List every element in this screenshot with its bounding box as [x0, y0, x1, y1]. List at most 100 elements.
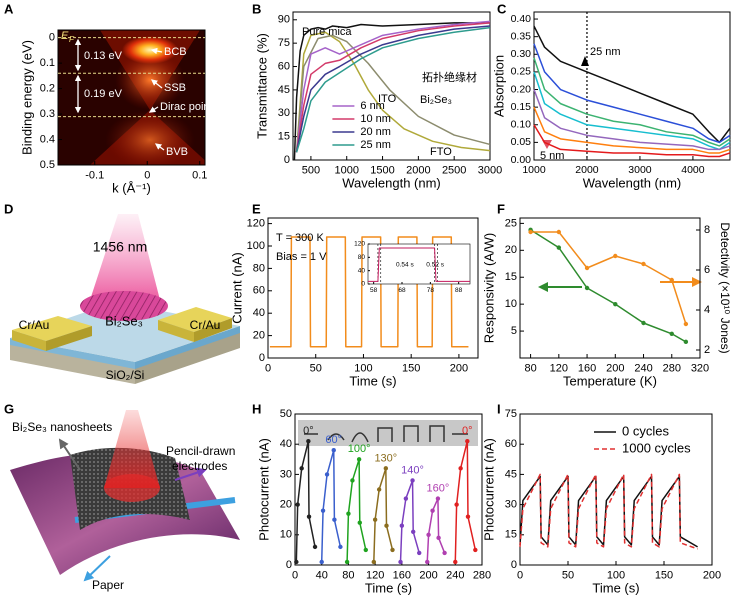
data-point — [319, 559, 324, 565]
data-point — [426, 532, 431, 537]
y-axis-label: Responsivity (A/W) — [481, 233, 496, 344]
y-tick-label: 20 — [253, 330, 265, 342]
x-tick-label: 3000 — [628, 164, 652, 176]
y-tick-label: 120 — [354, 241, 365, 248]
annotation: 5 nm — [540, 150, 564, 162]
plot-frame — [533, 11, 731, 161]
series-line — [269, 236, 469, 348]
panel-letter: D — [4, 201, 13, 216]
x-tick-label: 2500 — [442, 164, 466, 176]
y-tick-label: 5 — [511, 325, 517, 337]
annotation: Pure mica — [302, 26, 352, 38]
y-tick-label: 60 — [253, 285, 265, 297]
data-point — [372, 517, 378, 522]
y-tick-label: 90 — [278, 14, 290, 26]
y-tick-label: 40 — [280, 438, 292, 450]
y-axis-label: Absorption — [491, 55, 506, 117]
y2-tick-label: 6 — [704, 264, 710, 276]
annotation: 0.19 eV — [84, 88, 123, 100]
data-point — [324, 472, 330, 477]
y-tick-label: 80 — [253, 262, 265, 274]
y-axis-label: Photocurrent (nA) — [256, 438, 271, 541]
annotation: SSB — [164, 82, 186, 94]
y-tick-label: 15 — [505, 271, 517, 283]
data-point — [399, 523, 405, 528]
data-point — [294, 559, 299, 565]
x-tick-label: 0 — [517, 569, 523, 581]
data-point — [458, 466, 463, 471]
data-point — [383, 466, 389, 471]
y-tick-label: 15 — [505, 529, 517, 541]
x-tick-label: 120 — [366, 569, 384, 581]
y-tick-label: 75 — [505, 408, 517, 420]
series-line — [533, 43, 731, 144]
x-tick-label: 0 — [292, 569, 298, 581]
y-tick-label: 0.3 — [40, 108, 55, 120]
series-line — [533, 57, 731, 147]
x-tick-label: 50 — [562, 569, 574, 581]
data-point — [613, 253, 618, 259]
x-tick-label: 1000 — [334, 164, 358, 176]
data-point — [312, 544, 318, 550]
series-line — [373, 467, 394, 563]
y-tick-label: 0 — [286, 559, 292, 571]
y-tick-label: 0.20 — [511, 83, 532, 95]
x-tick-label: 68 — [398, 287, 406, 294]
series-line — [533, 89, 731, 151]
annotation: Bias = 1 V — [276, 251, 327, 263]
series-label: 140° — [401, 464, 424, 476]
x-axis-label: Time (s) — [365, 580, 412, 595]
y-tick-label: 10 — [505, 298, 517, 310]
y-tick-label: 80 — [358, 254, 366, 261]
series-line — [519, 475, 698, 548]
series-line — [399, 479, 420, 563]
data-point — [363, 547, 368, 553]
x-tick-label: 1000 — [522, 164, 546, 176]
data-point — [332, 517, 337, 522]
data-point — [306, 514, 312, 519]
fermi-label: E — [61, 30, 69, 42]
x-tick-label: 280 — [473, 569, 491, 581]
plot-frame — [292, 11, 491, 161]
y-tick-label: 20 — [280, 499, 292, 511]
plot-frame — [267, 217, 479, 359]
x-tick-label: 80 — [342, 569, 354, 581]
data-point — [346, 511, 351, 516]
y-tick-label: 0.35 — [511, 30, 532, 42]
x-tick-label: 3000 — [478, 164, 502, 176]
x-tick-label: 240 — [634, 362, 652, 374]
arpes-image — [58, 30, 205, 165]
y-tick-label: 75 — [278, 37, 290, 49]
y-tick-label: 0.05 — [511, 136, 532, 148]
x-tick-label: 2000 — [406, 164, 430, 176]
data-point — [356, 457, 362, 462]
data-point — [683, 339, 689, 345]
y-tick-label: 0 — [284, 154, 290, 166]
data-point — [384, 523, 389, 528]
x-tick-label: 88 — [455, 287, 463, 294]
y-tick-label: 30 — [505, 499, 517, 511]
panel-letter: I — [497, 401, 501, 416]
data-point — [683, 321, 689, 327]
y-tick-label: 45 — [505, 468, 517, 480]
y-tick-label: 0.25 — [511, 66, 532, 78]
schematic-label: Cr/Au — [190, 318, 221, 332]
x-tick-label: 200 — [703, 569, 721, 581]
x-axis-label: Wavelength (nm) — [342, 175, 441, 190]
data-point — [454, 502, 459, 507]
x-tick-label: 240 — [446, 569, 464, 581]
annotation: 拓扑绝缘材 — [422, 70, 477, 84]
y-tick-label: 0.4 — [40, 133, 55, 145]
panel-letter: E — [252, 201, 261, 216]
x-tick-label: 150 — [655, 569, 673, 581]
legend-label: 0 cycles — [622, 423, 669, 438]
data-point — [465, 438, 470, 444]
annotation: 0.13 eV — [84, 50, 123, 62]
schematic-label: Paper — [92, 578, 124, 592]
y2-tick-label: 8 — [704, 224, 710, 236]
data-point — [669, 331, 674, 336]
y-axis-label: Binding energy (eV) — [19, 40, 34, 155]
series-line — [295, 440, 316, 562]
x-tick-label: -0.1 — [85, 169, 104, 181]
y-tick-label: 60 — [278, 60, 290, 72]
